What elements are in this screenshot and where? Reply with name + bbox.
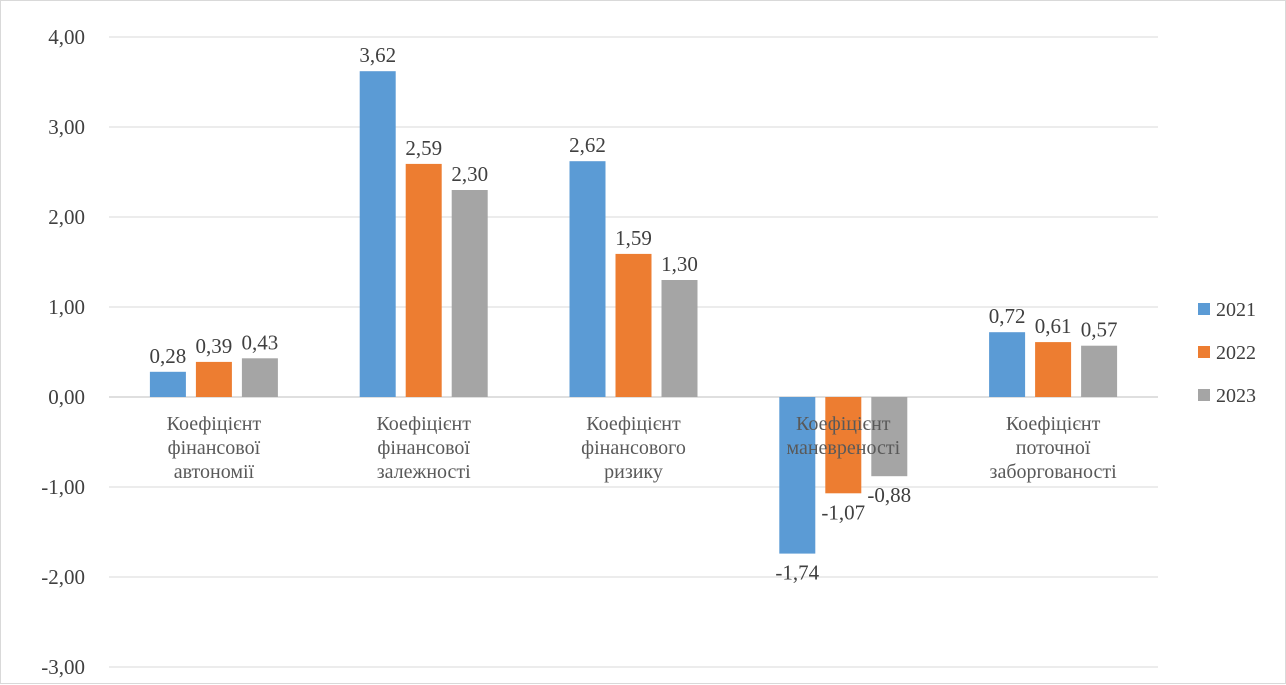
data-label: 0,72 [989,304,1026,328]
bar-2021 [989,332,1026,397]
category-label: Коефіцієнт [796,413,891,435]
category-label: поточної [1016,437,1091,459]
category-label: автономії [174,461,255,483]
data-label: 0,39 [196,334,233,358]
legend-swatch-2021 [1198,303,1210,315]
bar-2023 [661,280,698,397]
bar-2023 [241,358,278,397]
category-label: заборгованості [990,461,1118,483]
data-label: 0,43 [242,330,279,354]
data-label: 1,30 [661,252,698,276]
bars [149,71,1118,554]
category-label: фінансового [581,437,686,459]
category-label: Коефіцієнт [1006,413,1101,435]
data-label: -1,74 [775,561,819,585]
legend-swatch-2023 [1198,389,1210,401]
bar-2022 [195,361,232,397]
y-tick-label: -3,00 [41,655,85,679]
bar-2022 [615,253,652,397]
data-label: -0,88 [867,483,911,507]
y-tick-label: -2,00 [41,565,85,589]
bar-2023 [451,190,488,397]
y-axis: 4,00 3,00 2,00 1,00 0,00 -1,00 -2,00 -3,00 [41,25,85,679]
category-label: Коефіцієнт [376,413,471,435]
bar-2021 [569,161,606,397]
legend-label: 2022 [1216,342,1256,364]
bar-2022 [1035,342,1072,397]
y-tick-label: -1,00 [41,475,85,499]
category-label: фінансової [377,437,470,459]
data-label: 0,61 [1035,314,1072,338]
y-tick-label: 3,00 [48,115,85,139]
bar-2022 [825,397,862,494]
data-label: 2,30 [451,162,488,186]
data-label: 2,62 [569,133,606,157]
y-tick-label: 1,00 [48,295,85,319]
category-label: Коефіцієнт [586,413,681,435]
category-label: маневреності [786,437,900,459]
data-label: -1,07 [821,500,865,524]
category-label: фінансової [168,437,261,459]
bar-2023 [871,397,908,477]
data-labels: 0,28 0,39 0,43 3,62 2,59 2,30 2,62 1,59 1,30 -1,7… [150,43,1118,584]
bar-2021 [149,371,186,397]
bar-2021 [359,71,396,397]
category-labels: КоефіцієнтфінансовоїавтономіїКоефіцієнтф… [167,413,1117,483]
data-label: 1,59 [615,226,652,250]
legend: 2021 2022 2023 [1198,299,1256,407]
legend-label: 2023 [1216,385,1256,407]
legend-label: 2021 [1216,299,1256,321]
data-label: 3,62 [359,43,396,67]
category-label: залежності [377,461,471,483]
bar-2022 [405,163,442,397]
y-tick-label: 4,00 [48,25,85,49]
y-tick-label: 2,00 [48,205,85,229]
category-label: ризику [604,461,663,483]
category-label: Коефіцієнт [167,413,262,435]
legend-swatch-2022 [1198,346,1210,358]
y-tick-label: 0,00 [48,385,85,409]
data-label: 0,57 [1081,318,1118,342]
data-label: 0,28 [150,344,187,368]
data-label: 2,59 [405,136,442,160]
bar-2021 [779,397,816,554]
bar-2023 [1081,345,1118,397]
